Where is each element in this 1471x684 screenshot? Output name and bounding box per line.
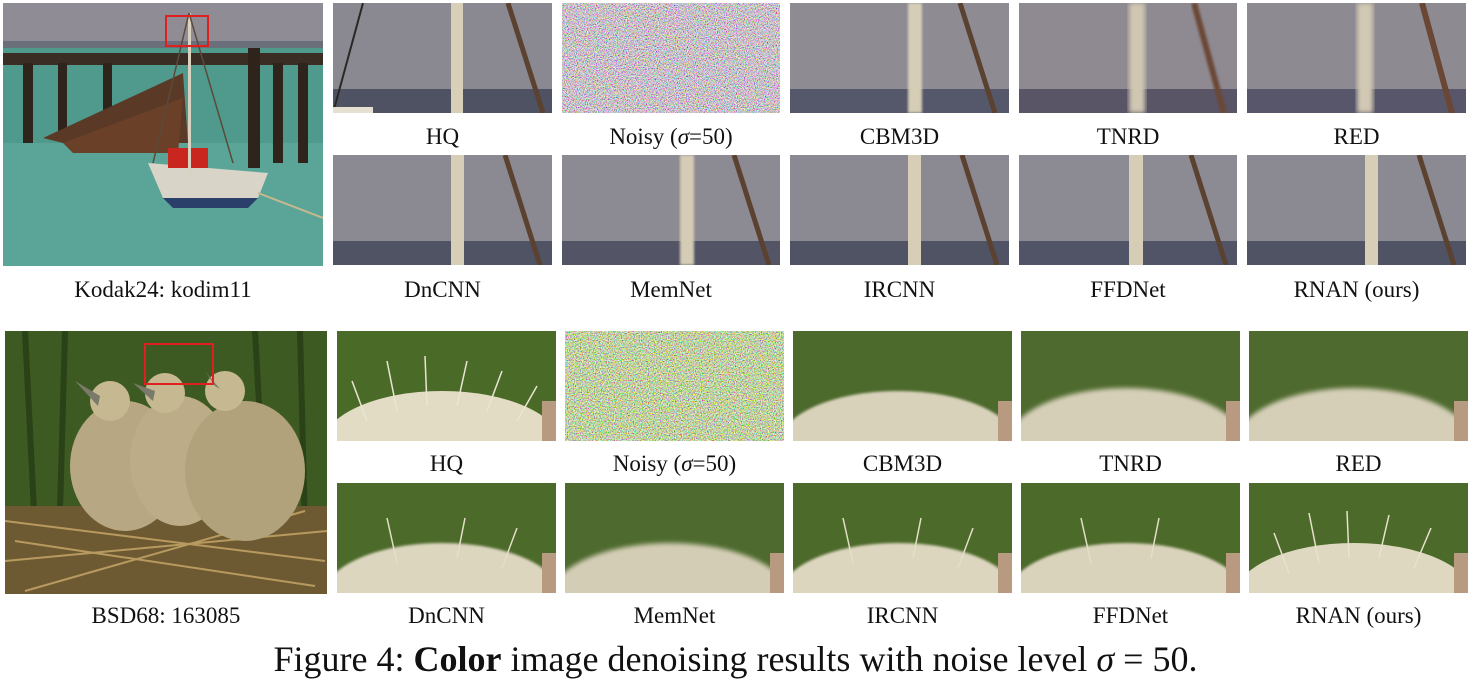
label-hq: HQ <box>429 451 464 476</box>
figure-caption-bold: Color <box>413 639 502 679</box>
figure-caption-value: = 50. <box>1114 639 1198 679</box>
patch-ircnn <box>790 155 1009 265</box>
patch-hq <box>333 3 552 113</box>
source-image-163085 <box>5 331 327 594</box>
label-ircnn: IRCNN <box>866 603 939 628</box>
source-image-kodim11 <box>3 3 323 266</box>
label-memnet: MemNet <box>633 603 716 628</box>
patch-rnan <box>1247 155 1466 265</box>
patch-tnrd <box>1019 3 1237 113</box>
patch-cbm3d <box>793 331 1012 441</box>
label-memnet: MemNet <box>630 277 712 302</box>
label-ircnn: IRCNN <box>863 277 936 302</box>
label-red: RED <box>1333 124 1380 149</box>
patch-tnrd <box>1021 331 1240 441</box>
label-noisy: Noisy (σ=50) <box>609 124 733 149</box>
patch-rnan <box>1249 483 1468 593</box>
patch-cbm3d <box>790 3 1009 113</box>
patch-memnet <box>565 483 784 593</box>
patch-red <box>1249 331 1468 441</box>
patch-noisy <box>565 331 784 441</box>
label-cbm3d: CBM3D <box>859 124 940 149</box>
label-ffdnet: FFDNet <box>1090 277 1166 302</box>
label-cbm3d: CBM3D <box>862 451 943 476</box>
label-dncnn: DnCNN <box>404 277 481 302</box>
zoom-region-box <box>144 343 214 385</box>
patch-ffdnet <box>1021 483 1240 593</box>
patch-hq <box>337 331 556 441</box>
patch-red <box>1247 3 1466 113</box>
label-dncnn: DnCNN <box>408 603 485 628</box>
label-rnan: RNAN (ours) <box>1293 277 1420 302</box>
patch-noisy <box>562 3 780 113</box>
patch-ffdnet <box>1019 155 1237 265</box>
patch-ircnn <box>793 483 1012 593</box>
figure-caption-prefix: Figure 4: <box>273 639 414 679</box>
figure-caption-suffix: image denoising results with noise level <box>501 639 1097 679</box>
figure-caption-sigma: σ <box>1096 639 1115 679</box>
label-tnrd: TNRD <box>1096 124 1160 149</box>
patch-dncnn <box>333 155 552 265</box>
patch-dncnn <box>337 483 556 593</box>
source-caption: BSD68: 163085 <box>91 603 241 628</box>
label-ffdnet: FFDNet <box>1092 603 1169 628</box>
source-caption: Kodak24: kodim11 <box>74 277 252 302</box>
label-noisy: Noisy (σ=50) <box>612 451 737 476</box>
label-tnrd: TNRD <box>1099 451 1162 476</box>
patch-memnet <box>562 155 780 265</box>
label-hq: HQ <box>425 124 460 149</box>
figure-caption: Figure 4: Color image denoising results … <box>0 637 1471 681</box>
label-red: RED <box>1335 451 1382 476</box>
zoom-region-box <box>165 15 209 47</box>
label-rnan: RNAN (ours) <box>1295 603 1422 628</box>
